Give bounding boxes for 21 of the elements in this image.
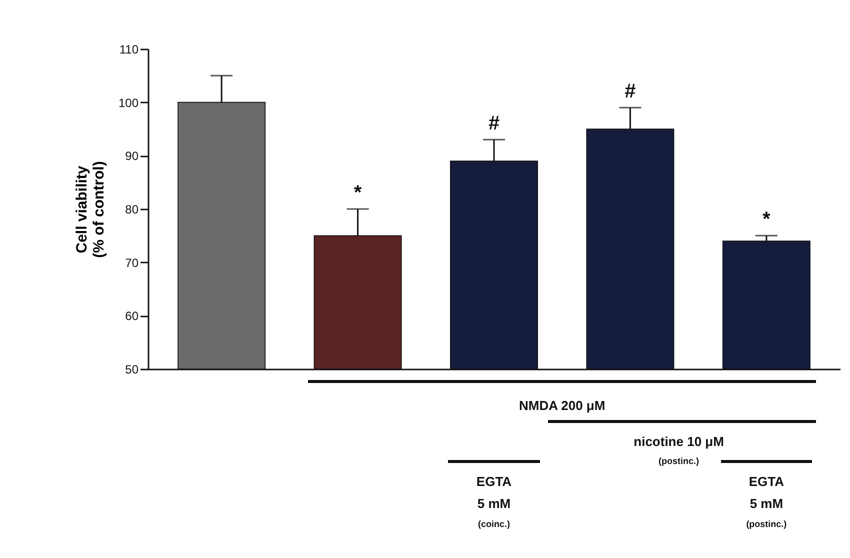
text: (postinc.) — [658, 456, 700, 466]
text: (coinc.) — [478, 519, 510, 529]
data-label: # — [488, 112, 500, 135]
data-label: * — [762, 208, 771, 231]
y-tick-label: 90 — [125, 149, 139, 164]
text: (postinc.) — [746, 519, 787, 529]
text: nicotine 10 μM — [634, 434, 724, 449]
y-tick-label: 70 — [125, 256, 139, 270]
y-tick-label: 80 — [125, 202, 139, 216]
text: EGTA — [476, 474, 512, 489]
text: 5 mM — [750, 496, 784, 511]
y-axis-title: Cell viability (% of control) — [73, 161, 108, 258]
y-tick-label: 50 — [125, 362, 139, 376]
y-tick-label: 60 — [125, 309, 139, 324]
text: EGTA — [748, 474, 784, 489]
text: 5 mM — [477, 496, 511, 511]
y-tick-label: 100 — [118, 96, 139, 110]
data-label: # — [624, 80, 636, 103]
y-tick-label: 110 — [119, 42, 139, 56]
data-label: * — [354, 182, 362, 204]
text: NMDA 200 μM — [519, 398, 606, 413]
